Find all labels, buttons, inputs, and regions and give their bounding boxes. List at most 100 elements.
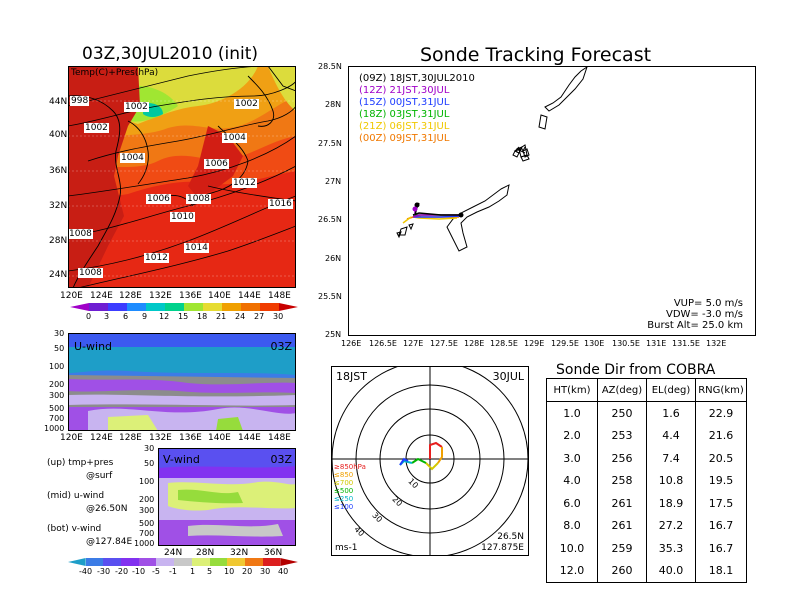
isobar-label: 1012 <box>232 178 257 188</box>
p-tick: 30 <box>54 329 65 338</box>
cell-el: 1.6 <box>646 401 696 425</box>
colorbar-tick: 18 <box>197 312 208 321</box>
lon-tick: 124E <box>90 433 113 443</box>
isobar-label: 1012 <box>144 253 169 263</box>
lon-tick: 148E <box>268 291 291 301</box>
p-tick: 300 <box>139 506 155 515</box>
p-tick: 1000 <box>134 539 155 548</box>
isobar-label: 1008 <box>68 229 93 239</box>
lat-tick: 32N <box>49 201 68 211</box>
v-wind-time: 03Z <box>270 453 292 466</box>
colorbar-tick: 15 <box>178 312 189 321</box>
lon-tick: 128E <box>119 291 142 301</box>
table-row: 12.0 260 40.0 18.1 <box>546 559 747 583</box>
lon-tick: 120E <box>60 433 83 443</box>
lon-tick: 126.5E <box>369 339 397 348</box>
cell-el: 18.9 <box>646 492 696 515</box>
vup-text: VUP= 5.0 m/s <box>673 298 743 309</box>
cell-az: 250 <box>597 401 647 425</box>
wind-tick: -5 <box>152 567 160 576</box>
legend-item: (09Z) 18JST,30JUL2010 <box>359 73 475 84</box>
isobar-label: 1002 <box>124 102 149 112</box>
header-cell: RNG(km) <box>695 378 747 402</box>
lat-tick: 28N <box>196 548 215 558</box>
lat-tick: 24N <box>164 548 183 558</box>
isobar-label: 998 <box>70 96 90 106</box>
cell-ht: 3.0 <box>546 447 598 470</box>
lon-tick: 132E <box>149 433 172 443</box>
colorbar-tick: 27 <box>254 312 265 321</box>
cell-rng: 16.7 <box>695 537 747 560</box>
cell-rng: 22.9 <box>695 401 747 425</box>
cell-az: 261 <box>597 514 647 537</box>
table-row: 2.0 253 4.4 21.6 <box>546 424 747 447</box>
cell-el: 4.4 <box>646 424 696 447</box>
cell-ht: 4.0 <box>546 469 598 492</box>
cell-ht: 2.0 <box>546 424 598 447</box>
lon-tick: 144E <box>238 433 261 443</box>
table-row: 6.0 261 18.9 17.5 <box>546 492 747 515</box>
sonde-table-title: Sonde Dir from COBRA <box>556 362 716 378</box>
cell-ht: 1.0 <box>546 401 598 425</box>
pressure-label: ≤500 <box>334 487 354 495</box>
header-cell: HT(km) <box>546 378 598 402</box>
p-tick: 50 <box>54 344 65 353</box>
cell-el: 27.2 <box>646 514 696 537</box>
table-row: 4.0 258 10.8 19.5 <box>546 469 747 492</box>
cell-az: 258 <box>597 469 647 492</box>
lon-tick: 129E <box>524 339 545 348</box>
map-frame <box>68 66 296 288</box>
header-cell: EL(deg) <box>646 378 696 402</box>
lon-tick: 127E <box>403 339 424 348</box>
lat-tick: 26N <box>325 254 342 263</box>
temperature-map: Temp(C)+Pres(hPa) 998 1002 1002 1002 100… <box>68 66 296 288</box>
u-wind-time: 03Z <box>270 340 292 353</box>
lat-tick: 27N <box>325 177 342 186</box>
u-wind-label: U-wind <box>74 340 113 353</box>
lon-tick: 128.5E <box>490 339 518 348</box>
lat-tick: 40N <box>49 130 68 140</box>
colorbar-tick: 9 <box>142 312 148 321</box>
cell-el: 10.8 <box>646 469 696 492</box>
lat-tick: 25N <box>325 330 342 339</box>
lat-tick: 36N <box>49 166 68 176</box>
lat-tick: 25.5N <box>318 292 342 301</box>
table-row: 3.0 256 7.4 20.5 <box>546 447 747 470</box>
polar-lon: 127.875E <box>481 543 524 553</box>
cell-ht: 12.0 <box>546 559 598 583</box>
lat-tick: 44N <box>49 97 68 107</box>
isobar-label: 1014 <box>184 243 209 253</box>
lon-tick: 127.5E <box>430 339 458 348</box>
lon-tick: 129.5E <box>551 339 579 348</box>
lon-tick: 131.5E <box>672 339 700 348</box>
sonde-table-container: HT(km) AZ(deg) EL(deg) RNG(km) 1.0 250 1.6… <box>546 378 747 583</box>
colorbar-tick: 30 <box>273 312 284 321</box>
colorbar-tick: 6 <box>123 312 129 321</box>
wind-tick: 1 <box>190 567 196 576</box>
lat-tick: 28N <box>325 100 342 109</box>
lon-tick: 126E <box>341 339 362 348</box>
lon-tick: 148E <box>268 433 291 443</box>
legend-item: (15Z) 00JST,31JUL <box>359 97 450 108</box>
pressure-label: ≤250 <box>334 495 354 503</box>
lon-tick: 144E <box>238 291 261 301</box>
note-mid-level: @26.50N <box>86 504 128 514</box>
legend-item: (00Z) 09JST,31JUL <box>359 133 450 144</box>
p-tick: 200 <box>139 495 155 504</box>
wind-colorbar <box>68 558 298 566</box>
lon-tick: 132E <box>149 291 172 301</box>
polar-date: 30JUL <box>492 370 524 383</box>
colorbar-tick: 24 <box>235 312 246 321</box>
track-title: Sonde Tracking Forecast <box>420 44 652 66</box>
lon-tick: 140E <box>208 433 231 443</box>
v-wind-field <box>158 448 296 546</box>
pressure-label: ≥850hPa <box>334 463 366 471</box>
wind-tick: -30 <box>97 567 111 576</box>
pressure-label: ≤850 <box>334 471 354 479</box>
lat-tick: 28.5N <box>318 62 342 71</box>
table-header-row: HT(km) AZ(deg) EL(deg) RNG(km) <box>546 378 747 402</box>
colorbar-tick: 0 <box>86 312 92 321</box>
wind-tick: -10 <box>132 567 146 576</box>
p-tick: 200 <box>49 380 65 389</box>
cell-rng: 20.5 <box>695 447 747 470</box>
